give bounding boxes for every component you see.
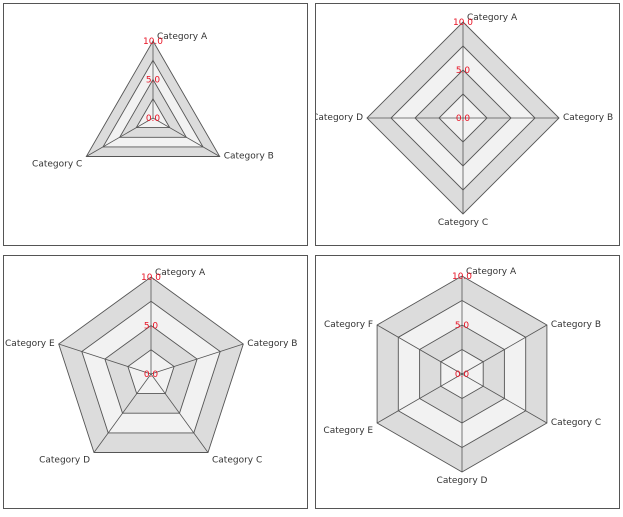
radial-tick-label: 10.0 (143, 37, 163, 47)
axis-spoke (376, 324, 463, 375)
radial-tick-label: 0.0 (146, 114, 161, 124)
radial-tick-label: 5.0 (146, 76, 161, 86)
axis-spoke (58, 343, 152, 375)
radar-chart-5-categories: Category A Category B Category C Category D… (3, 255, 308, 509)
category-label: Category E (5, 339, 55, 349)
category-label: Category D (316, 113, 363, 123)
radar-chart-svg: Category A Category B Category C 10.0 5.0 0.0 (32, 32, 274, 170)
category-label: Category D (437, 476, 488, 486)
axis-spoke (86, 117, 154, 157)
radar-chart-3-categories: Category A Category B Category C 10.0 5.0 0.0 (3, 3, 308, 246)
category-label: Category B (224, 152, 274, 162)
category-label: Category A (466, 267, 517, 277)
radial-tick-label: 10.0 (452, 272, 472, 282)
axis-spoke (152, 117, 220, 157)
axis-spoke (93, 373, 152, 453)
axis-spoke (376, 373, 463, 424)
radar-chart-4-categories: Category A Category B Category C Category D… (315, 3, 620, 246)
radial-tick-label: 0.0 (144, 370, 159, 380)
category-label: Category A (467, 13, 518, 23)
category-label: Category B (551, 320, 601, 330)
axis-spoke (461, 373, 548, 424)
axis-spoke (150, 343, 244, 375)
axis-spoke (461, 324, 548, 375)
radar-chart-svg: Category A Category B Category C Category D… (5, 268, 297, 466)
axis-spoke (150, 373, 209, 453)
category-label: Category E (323, 426, 373, 436)
radial-tick-label: 5.0 (144, 322, 159, 332)
category-label: Category F (324, 320, 373, 330)
category-label: Category C (551, 418, 601, 428)
category-label: Category A (155, 268, 206, 278)
radial-tick-label: 5.0 (455, 321, 470, 331)
category-label: Category D (39, 456, 90, 466)
radial-tick-label: 0.0 (456, 114, 471, 124)
radial-tick-label: 5.0 (456, 66, 471, 76)
radar-chart-6-categories: Category A Category B Category C Category D… (315, 255, 620, 509)
radial-tick-label: 10.0 (453, 18, 473, 28)
radar-chart-svg: Category A Category B Category C Category D… (323, 267, 601, 486)
radar-chart-svg: Category A Category B Category C Category D… (316, 13, 613, 228)
radial-tick-label: 0.0 (455, 370, 470, 380)
category-label: Category C (32, 160, 82, 170)
radial-tick-label: 10.0 (141, 273, 161, 283)
category-label: Category C (438, 218, 488, 228)
category-label: Category B (563, 113, 613, 123)
category-label: Category C (212, 456, 262, 466)
category-label: Category B (247, 339, 297, 349)
category-label: Category A (157, 32, 208, 42)
